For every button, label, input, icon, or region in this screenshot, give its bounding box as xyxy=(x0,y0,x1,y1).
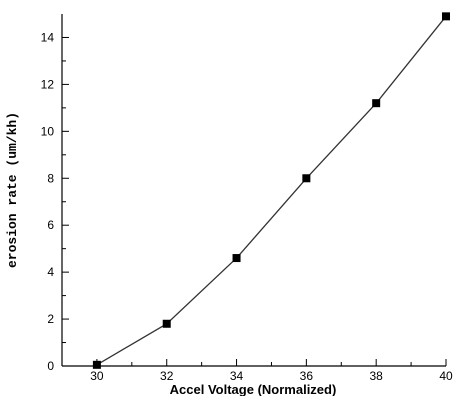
x-tick-label: 36 xyxy=(300,369,314,383)
x-tick-label: 30 xyxy=(90,369,104,383)
y-tick-label: 14 xyxy=(41,30,55,44)
axes xyxy=(62,14,446,366)
y-axis-title: erosion rate (um/kh) xyxy=(5,112,20,268)
y-tick-label: 10 xyxy=(41,124,55,138)
data-point-marker xyxy=(442,12,450,20)
y-tick-label: 12 xyxy=(41,77,55,91)
data-point-marker xyxy=(372,99,380,107)
x-tick-label: 40 xyxy=(439,369,453,383)
x-axis-title: Accel Voltage (Normalized) xyxy=(170,382,337,396)
y-tick-label: 8 xyxy=(47,171,54,185)
y-tick-label: 2 xyxy=(47,312,54,326)
data-point-marker xyxy=(233,254,241,262)
y-tick-label: 4 xyxy=(47,265,54,279)
series-line xyxy=(97,16,446,365)
series xyxy=(93,12,450,368)
y-tick-label: 6 xyxy=(47,218,54,232)
data-point-marker xyxy=(93,361,101,369)
y-tick-label: 0 xyxy=(47,359,54,373)
data-point-marker xyxy=(163,320,171,328)
x-tick-label: 38 xyxy=(370,369,384,383)
x-tick-label: 34 xyxy=(230,369,244,383)
x-tick-label: 32 xyxy=(160,369,174,383)
data-point-marker xyxy=(302,174,310,182)
ticks: 30 32 34 36 38 40 0 2 4 6 8 10 12 14 xyxy=(41,30,453,383)
